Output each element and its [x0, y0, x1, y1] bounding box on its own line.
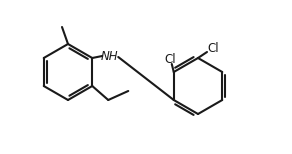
Text: NH: NH — [100, 49, 118, 63]
Text: Cl: Cl — [207, 41, 219, 55]
Text: Cl: Cl — [164, 53, 175, 65]
